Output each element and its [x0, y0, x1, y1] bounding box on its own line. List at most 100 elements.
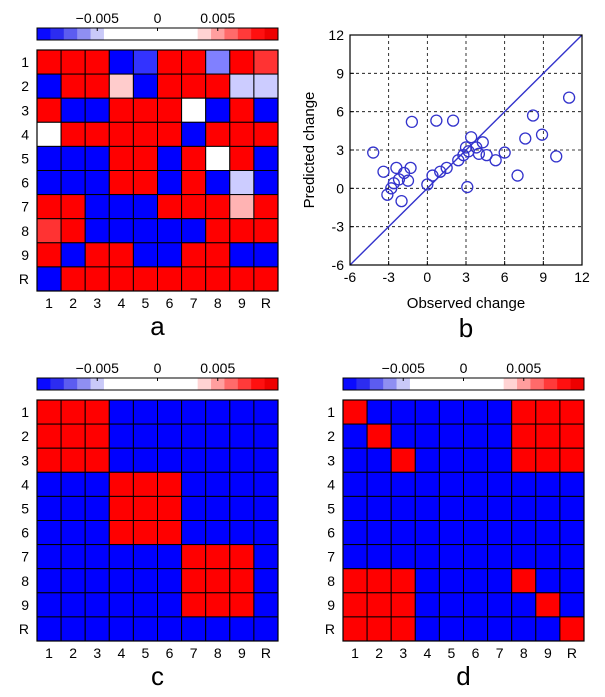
heatmap-cell	[229, 592, 255, 618]
heatmap-cell	[229, 49, 255, 75]
colorbar-swatch	[77, 28, 91, 40]
colorbar-swatch	[144, 378, 158, 390]
colorbar: −0.005 0 0.005	[342, 360, 585, 391]
col-label: 8	[214, 645, 222, 661]
heatmap-cell	[487, 423, 513, 449]
scatter-point	[480, 148, 493, 162]
heatmap-cell	[36, 49, 62, 75]
col-label: 2	[69, 645, 77, 661]
heatmap-cell	[438, 423, 464, 449]
col-label: 9	[544, 645, 552, 661]
heatmap-cell	[36, 544, 62, 570]
scatter-point	[377, 165, 390, 178]
heatmap-cell	[132, 616, 158, 642]
heatmap-cell	[511, 495, 537, 521]
scatter-point	[476, 136, 489, 149]
colorbar-swatch	[90, 28, 105, 40]
heatmap-cell	[84, 447, 110, 473]
col-label: 5	[142, 645, 150, 661]
heatmap-cell	[157, 423, 183, 449]
col-label: 3	[399, 645, 407, 661]
heatmap-cell	[414, 544, 440, 570]
heatmap-cell	[229, 218, 255, 244]
heatmap-cell	[60, 97, 86, 123]
y-axis-title: Predicted change	[301, 92, 318, 209]
heatmap-cell	[181, 97, 207, 123]
heatmap-cell	[390, 544, 416, 570]
x-tick-label: 9	[539, 269, 547, 285]
panel-letter: c	[151, 661, 164, 691]
colorbar-swatch	[77, 378, 91, 390]
heatmap-cell	[181, 170, 207, 196]
heatmap-cell	[60, 520, 86, 546]
heatmap-cell	[181, 121, 207, 147]
heatmap-cell	[205, 266, 231, 292]
heatmap-frame	[36, 49, 279, 292]
scatter-point	[472, 147, 486, 160]
heatmap-cell	[487, 616, 513, 642]
heatmap-cell	[108, 218, 134, 244]
col-label: 6	[472, 645, 480, 661]
row-label: 9	[21, 597, 29, 613]
colorbar-swatch	[369, 378, 384, 390]
heatmap-cell	[487, 447, 513, 473]
heatmap-cell	[229, 568, 255, 594]
heatmap-cell	[438, 568, 464, 594]
heatmap-cell	[414, 616, 440, 642]
heatmap-cell	[132, 399, 158, 425]
heatmap-cell	[181, 495, 207, 521]
heatmap-cell	[366, 447, 392, 473]
heatmap-cell	[438, 471, 464, 497]
heatmap-cell	[84, 471, 110, 497]
heatmap-cell	[366, 471, 392, 497]
heatmap-cell	[535, 520, 561, 546]
heatmap-cell	[366, 495, 392, 521]
col-label: 4	[117, 645, 125, 661]
scatter-point	[519, 132, 532, 145]
heatmap-cell	[60, 73, 86, 99]
heatmap-cell	[487, 544, 513, 570]
heatmap-cell	[60, 423, 86, 449]
heatmap-cell	[36, 145, 62, 171]
heatmap-cell	[181, 49, 207, 75]
colorbar-swatch	[343, 378, 357, 390]
heatmap-cell	[229, 423, 255, 449]
heatmap-cell	[132, 242, 158, 268]
heatmap-cell	[229, 266, 255, 292]
scatter-point	[535, 128, 549, 141]
colorbar-swatch	[130, 28, 145, 40]
heatmap-cell	[463, 568, 489, 594]
heatmap-cell	[84, 544, 110, 570]
heatmap-cell	[181, 218, 207, 244]
col-label: 6	[166, 645, 174, 661]
heatmap-cell	[36, 616, 62, 642]
colorbar-swatch	[170, 378, 185, 390]
heatmap-cell	[229, 97, 255, 123]
heatmap-cell	[181, 242, 207, 268]
heatmap-cell	[559, 471, 585, 497]
heatmap-cell	[205, 592, 231, 618]
heatmap-cell	[108, 242, 134, 268]
heatmap-cell	[559, 544, 585, 570]
row-label: R	[19, 621, 29, 637]
heatmap-cell	[84, 121, 110, 147]
y-tick-label: 6	[336, 104, 344, 120]
heatmap-cell	[157, 145, 183, 171]
scatter-point	[511, 169, 524, 182]
heatmap-cell	[253, 423, 279, 449]
heatmap-cell	[108, 495, 134, 521]
heatmap-cell	[487, 520, 513, 546]
col-label: 4	[117, 295, 125, 311]
heatmap-cell	[108, 471, 134, 497]
scatter-point	[489, 154, 502, 167]
heatmap-cell	[438, 616, 464, 642]
scatter-point	[426, 169, 439, 182]
colorbar-swatch	[37, 28, 51, 40]
heatmap-cell	[229, 544, 255, 570]
heatmap-cell	[342, 544, 368, 570]
row-label: 8	[21, 573, 29, 589]
col-label: 3	[93, 645, 101, 661]
